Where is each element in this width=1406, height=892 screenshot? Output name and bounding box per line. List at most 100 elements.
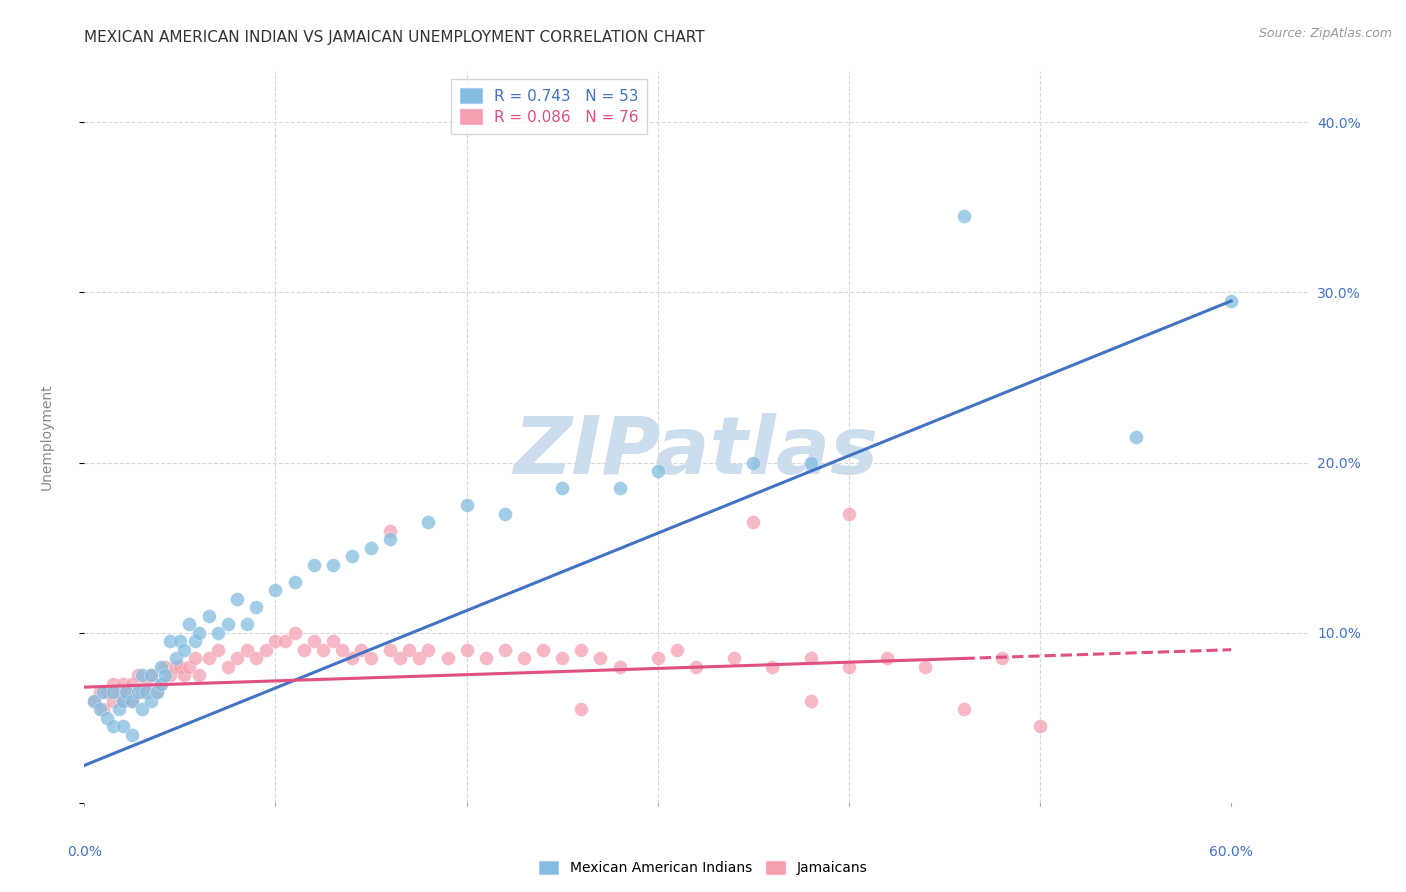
Point: [408, 651, 430, 665]
Point: [141, 668, 163, 682]
Point: [169, 634, 191, 648]
Point: [141, 668, 163, 682]
Point: [111, 677, 134, 691]
Point: [876, 651, 898, 665]
Text: MEXICAN AMERICAN INDIAN VS JAMAICAN UNEMPLOYMENT CORRELATION CHART: MEXICAN AMERICAN INDIAN VS JAMAICAN UNEM…: [84, 29, 704, 45]
Point: [184, 634, 207, 648]
Point: [236, 617, 259, 632]
Point: [179, 617, 201, 632]
Point: [83, 694, 105, 708]
Point: [609, 481, 631, 495]
Text: 60.0%: 60.0%: [1209, 846, 1253, 859]
Point: [197, 651, 219, 665]
Point: [800, 694, 823, 708]
Point: [380, 642, 402, 657]
Point: [169, 659, 191, 673]
Point: [254, 642, 277, 657]
Point: [131, 668, 153, 682]
Point: [89, 685, 111, 699]
Point: [551, 481, 574, 495]
Point: [131, 702, 153, 716]
Point: [513, 651, 536, 665]
Text: 0.0%: 0.0%: [67, 846, 101, 859]
Point: [93, 685, 115, 699]
Point: [418, 515, 440, 529]
Point: [127, 668, 149, 682]
Point: [173, 642, 195, 657]
Point: [127, 685, 149, 699]
Point: [89, 702, 111, 716]
Point: [723, 651, 745, 665]
Point: [952, 209, 974, 223]
Point: [146, 685, 169, 699]
Point: [494, 642, 516, 657]
Point: [340, 651, 363, 665]
Point: [217, 617, 239, 632]
Point: [149, 659, 172, 673]
Point: [101, 694, 124, 708]
Text: Source: ZipAtlas.com: Source: ZipAtlas.com: [1258, 27, 1392, 40]
Point: [292, 642, 315, 657]
Point: [101, 719, 124, 733]
Point: [115, 685, 138, 699]
Point: [245, 600, 267, 615]
Point: [131, 685, 153, 699]
Point: [456, 642, 478, 657]
Point: [111, 719, 134, 733]
Point: [609, 659, 631, 673]
Point: [398, 642, 420, 657]
Point: [360, 651, 382, 665]
Point: [173, 668, 195, 682]
Point: [360, 541, 382, 555]
Point: [685, 659, 707, 673]
Point: [107, 702, 129, 716]
Point: [284, 574, 307, 589]
Point: [121, 694, 143, 708]
Point: [111, 694, 134, 708]
Point: [380, 524, 402, 538]
Point: [494, 507, 516, 521]
Point: [93, 702, 115, 716]
Point: [207, 625, 229, 640]
Point: [800, 651, 823, 665]
Point: [647, 464, 669, 478]
Point: [838, 659, 860, 673]
Point: [245, 651, 267, 665]
Point: [647, 651, 669, 665]
Point: [197, 608, 219, 623]
Point: [83, 694, 105, 708]
Point: [184, 651, 207, 665]
Point: [456, 498, 478, 512]
Point: [165, 659, 187, 673]
Point: [274, 634, 297, 648]
Point: [665, 642, 688, 657]
Point: [388, 651, 411, 665]
Point: [96, 685, 118, 699]
Point: [96, 711, 118, 725]
Point: [284, 625, 307, 640]
Point: [153, 668, 176, 682]
Point: [589, 651, 612, 665]
Point: [914, 659, 936, 673]
Point: [322, 634, 344, 648]
Point: [217, 659, 239, 673]
Point: [153, 659, 176, 673]
Point: [742, 456, 765, 470]
Point: [188, 625, 211, 640]
Point: [111, 694, 134, 708]
Point: [302, 558, 325, 572]
Point: [159, 668, 181, 682]
Point: [742, 515, 765, 529]
Point: [159, 634, 181, 648]
Point: [312, 642, 335, 657]
Point: [101, 677, 124, 691]
Point: [264, 583, 287, 598]
Point: [1029, 719, 1052, 733]
Point: [761, 659, 783, 673]
Point: [340, 549, 363, 563]
Point: [952, 702, 974, 716]
Point: [302, 634, 325, 648]
Point: [121, 728, 143, 742]
Point: [207, 642, 229, 657]
Point: [226, 651, 249, 665]
